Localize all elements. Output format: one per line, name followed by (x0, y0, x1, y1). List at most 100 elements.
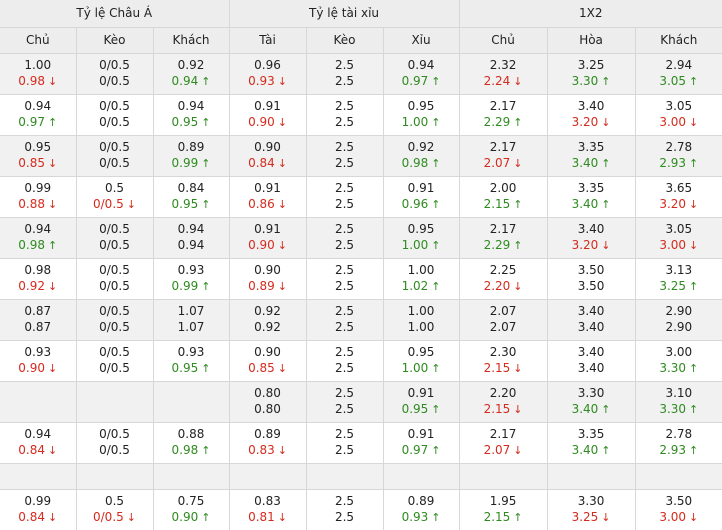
odds-cell-1x2-draw: 3.30 (547, 489, 636, 509)
empty-cell (153, 463, 230, 490)
empty-row (0, 463, 722, 490)
odds-cell-1x2-home: 2.30 (459, 340, 548, 360)
odds-row-opening: 0.94 0/0.5 0.94 0.91 2.5 0.95 2.17 3.40 3.05 (0, 217, 722, 237)
arrow-up-icon: ↑ (431, 403, 441, 416)
odds-value: 2.5 (334, 510, 355, 524)
odds-value: 2.5 (334, 238, 355, 252)
odds-value: 3.05 (665, 99, 693, 113)
odds-cell-over: 0.83 (229, 489, 307, 509)
odds-cell-over: 0.89 ↓ (229, 278, 307, 300)
odds-cell-1x2-away: 3.05 ↑ (635, 73, 722, 95)
odds-value: 3.40 (577, 99, 605, 113)
odds-value: 0.95 (401, 402, 429, 416)
arrow-up-icon: ↑ (689, 444, 699, 457)
odds-row-current: 0.84 ↓ 0/0.5 ↓ 0.90 ↑ 0.81 ↓ 2.5 0.93 ↑ 2.15 ↑ 3.25 ↓ 3… (0, 509, 722, 530)
arrow-down-icon: ↓ (601, 511, 611, 524)
odds-value: 3.25 (659, 279, 687, 293)
odds-cell-1x2-home: 2.29 ↑ (459, 237, 548, 259)
odds-cell-handicap: 0/0.5 (76, 258, 154, 278)
odds-value: 0/0.5 (99, 320, 130, 334)
odds-cell-1x2-away: 3.10 (635, 381, 722, 401)
odds-cell-home: 1.00 (0, 53, 77, 73)
odds-cell-1x2-home: 2.00 (459, 176, 548, 196)
odds-value: 3.25 (571, 510, 599, 524)
odds-row-current: 0.84 ↓ 0/0.5 0.98 ↑ 0.83 ↓ 2.5 0.97 ↑ 2.07 ↓ 3.40 ↑ 2.… (0, 442, 722, 464)
odds-value: 0.97 (18, 115, 45, 129)
arrow-up-icon: ↑ (513, 239, 523, 252)
odds-value: 2.00 (489, 181, 517, 195)
odds-value: 0.5 (104, 181, 125, 195)
arrow-up-icon: ↑ (689, 75, 699, 88)
arrow-down-icon: ↓ (48, 362, 58, 375)
col-away: Khách (153, 27, 230, 54)
odds-value: 3.40 (571, 443, 599, 457)
odds-cell-line: 2.5 (306, 401, 384, 423)
odds-value: 3.30 (577, 494, 605, 508)
odds-cell-1x2-home: 2.15 ↑ (459, 196, 548, 218)
odds-value: 0.98 (18, 74, 45, 88)
odds-value: 2.07 (483, 156, 511, 170)
odds-cell-away: 1.07 (153, 319, 230, 341)
odds-cell-handicap: 0/0.5 (76, 135, 154, 155)
odds-cell-home: 0.97 ↑ (0, 114, 77, 136)
odds-cell-1x2-draw: 3.40 ↑ (547, 196, 636, 218)
arrow-down-icon: ↓ (48, 157, 58, 170)
odds-cell-away: 0.93 (153, 258, 230, 278)
odds-value: 0.5 (104, 494, 125, 508)
arrow-down-icon: ↓ (277, 75, 287, 88)
odds-cell-line: 2.5 (306, 217, 384, 237)
odds-cell-away: 0.95 ↑ (153, 360, 230, 382)
odds-value: 1.00 (401, 115, 429, 129)
odds-row-current: 0.88 ↓ 0/0.5 ↓ 0.95 ↑ 0.86 ↓ 2.5 0.96 ↑ 2.15 ↑ 3.40 ↑ 3… (0, 196, 722, 218)
odds-value: 3.50 (665, 494, 693, 508)
odds-value: 0/0.5 (99, 74, 130, 88)
odds-cell-1x2-away: 3.50 (635, 489, 722, 509)
odds-value: 0.98 (18, 238, 45, 252)
odds-cell-over: 0.90 (229, 340, 307, 360)
col-1x2-home: Chủ (459, 27, 548, 54)
odds-value: 0.94 (177, 222, 205, 236)
odds-value: 3.40 (577, 345, 605, 359)
odds-cell-1x2-home: 1.95 (459, 489, 548, 509)
odds-cell-home: 0.84 ↓ (0, 442, 77, 464)
odds-value: 2.93 (659, 443, 687, 457)
odds-row-opening: 0.95 0/0.5 0.89 0.90 2.5 0.92 2.17 3.35 2.78 (0, 135, 722, 155)
odds-cell-1x2-home: 2.20 ↓ (459, 278, 548, 300)
odds-value: 1.95 (489, 494, 517, 508)
odds-value: 0.94 (24, 222, 52, 236)
odds-cell-1x2-away: 3.30 ↑ (635, 360, 722, 382)
odds-cell-home: 0.98 (0, 258, 77, 278)
odds-value: 3.30 (577, 386, 605, 400)
arrow-down-icon: ↓ (48, 280, 58, 293)
odds-value: 2.07 (489, 304, 517, 318)
odds-value: 0.90 (171, 510, 199, 524)
odds-cell-over: 0.90 ↓ (229, 114, 307, 136)
odds-value: 0.91 (407, 427, 435, 441)
odds-cell-1x2-draw: 3.25 (547, 53, 636, 73)
arrow-down-icon: ↓ (513, 362, 523, 375)
odds-value: 1.00 (407, 320, 435, 334)
odds-value: 0.81 (248, 510, 275, 524)
odds-value: 0.92 (407, 140, 435, 154)
odds-cell-handicap: 0/0.5 (76, 217, 154, 237)
odds-row-opening: 0.80 2.5 0.91 2.20 3.30 3.10 (0, 381, 722, 401)
odds-cell-under: 0.95 (383, 217, 460, 237)
odds-row-opening: 0.87 0/0.5 1.07 0.92 2.5 1.00 2.07 3.40 2.90 (0, 299, 722, 319)
arrow-up-icon: ↑ (689, 403, 699, 416)
arrow-down-icon: ↓ (513, 403, 523, 416)
arrow-down-icon: ↓ (601, 239, 611, 252)
odds-cell-home: 0.98 ↑ (0, 237, 77, 259)
odds-cell-under: 0.95 (383, 340, 460, 360)
odds-cell-handicap: 0/0.5 (76, 340, 154, 360)
odds-cell-under: 0.89 (383, 489, 460, 509)
odds-value: 0.83 (254, 494, 281, 508)
odds-cell-handicap (76, 401, 154, 423)
col-line: Kèo (306, 27, 384, 54)
odds-value: 0.95 (171, 197, 199, 211)
odds-value: 0.98 (24, 263, 52, 277)
odds-value: 3.00 (659, 238, 687, 252)
odds-value: 2.17 (489, 427, 517, 441)
odds-cell-1x2-home: 2.29 ↑ (459, 114, 548, 136)
odds-value: 0.92 (18, 279, 45, 293)
odds-value: 0.84 (18, 510, 45, 524)
